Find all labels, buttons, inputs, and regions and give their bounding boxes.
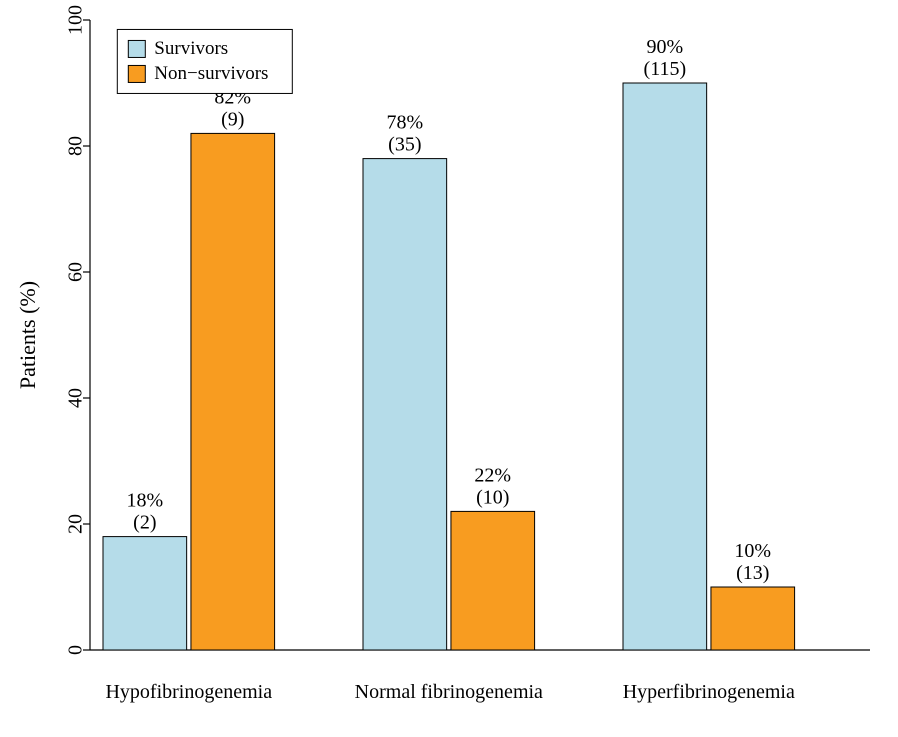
y-tick-label: 20 xyxy=(65,514,87,534)
y-tick-label: 80 xyxy=(65,136,87,156)
chart-container: 020406080100Patients (%)18%(2)82%(9)78%(… xyxy=(0,0,898,737)
bar-normal-fibrinogenemia-nonsurvivors xyxy=(451,511,535,650)
bar-n-label: (13) xyxy=(736,562,769,584)
bar-n-label: (115) xyxy=(644,58,687,80)
category-label: Hyperfibrinogenemia xyxy=(623,681,795,703)
y-tick-label: 40 xyxy=(65,388,87,408)
bar-n-label: (10) xyxy=(476,486,509,508)
bar-hyperfibrinogenemia-nonsurvivors xyxy=(711,587,795,650)
bar-hypofibrinogenemia-nonsurvivors xyxy=(191,133,275,650)
bar-hypofibrinogenemia-survivors xyxy=(103,537,187,650)
bar-pct-label: 18% xyxy=(126,490,163,512)
legend-swatch xyxy=(128,65,145,82)
y-axis-label: Patients (%) xyxy=(15,281,40,389)
bar-pct-label: 78% xyxy=(386,112,423,134)
legend-swatch xyxy=(128,40,145,57)
bar-pct-label: 10% xyxy=(734,540,771,562)
bar-n-label: (35) xyxy=(388,134,421,156)
bar-pct-label: 22% xyxy=(474,464,511,486)
legend-label: Non−survivors xyxy=(154,63,268,84)
category-label: Hypofibrinogenemia xyxy=(105,681,272,703)
bar-hyperfibrinogenemia-survivors xyxy=(623,83,707,650)
category-label: Normal fibrinogenemia xyxy=(355,681,543,703)
bar-n-label: (2) xyxy=(133,512,156,534)
bar-normal-fibrinogenemia-survivors xyxy=(363,159,447,650)
bar-chart: 020406080100Patients (%)18%(2)82%(9)78%(… xyxy=(0,0,898,737)
y-tick-label: 100 xyxy=(65,5,87,35)
y-tick-label: 0 xyxy=(65,645,87,655)
legend-label: Survivors xyxy=(154,38,228,59)
y-tick-label: 60 xyxy=(65,262,87,282)
bar-pct-label: 90% xyxy=(646,36,683,58)
bar-n-label: (9) xyxy=(221,108,244,130)
